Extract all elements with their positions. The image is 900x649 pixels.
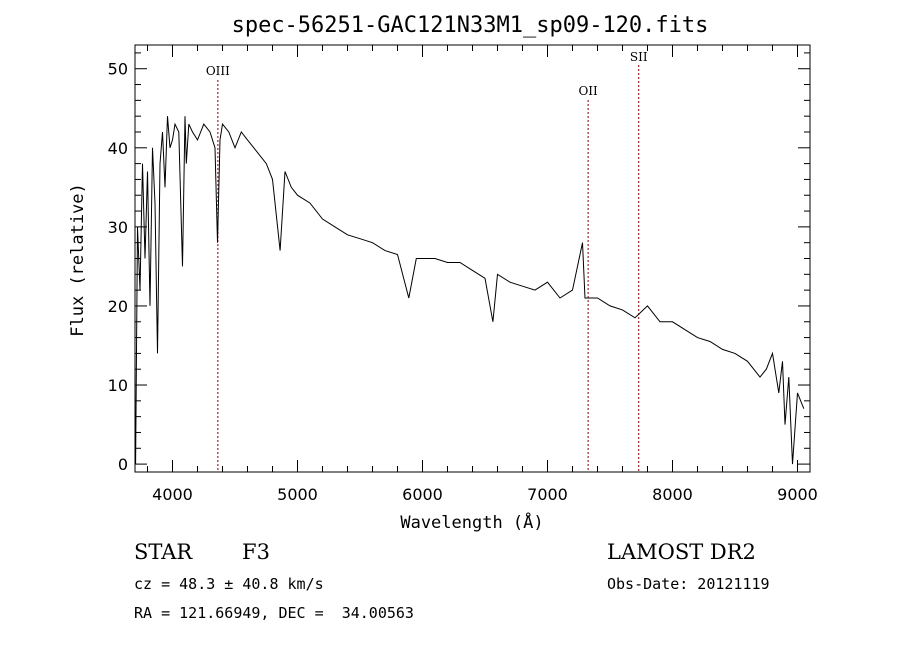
y-tick-label: 10 (108, 376, 128, 395)
y-tick-label: 30 (108, 218, 128, 237)
emission-line-markers: OIII OII SII (206, 50, 648, 472)
chart-title: spec-56251-GAC121N33M1_sp09-120.fits (232, 13, 709, 38)
y-tick-label: 40 (108, 139, 128, 158)
x-tick-label: 9000 (777, 485, 818, 504)
spectrum-line (135, 116, 805, 465)
y-axis-label: Flux (relative) (68, 183, 88, 337)
line-marker-label: OIII (206, 64, 230, 78)
plot-frame (134, 44, 811, 473)
x-tick-label: 5000 (277, 485, 318, 504)
y-tick-label: 50 (108, 60, 128, 79)
y-tick-label: 20 (108, 297, 128, 316)
x-tick-label: 7000 (527, 485, 568, 504)
survey-name: LAMOST DR2 (607, 540, 756, 564)
object-subclass: F3 (242, 540, 270, 564)
x-axis-label: Wavelength (Å) (400, 511, 543, 533)
object-class: STAR (134, 540, 193, 564)
sky-coordinates: RA = 121.66949, DEC = 34.00563 (134, 604, 414, 622)
axis-ticks: 4000 5000 6000 7000 8000 9000 0 10 20 30 40 50 (108, 45, 818, 504)
line-marker-label: OII (578, 84, 598, 98)
x-tick-label: 6000 (402, 485, 443, 504)
y-tick-label: 0 (118, 455, 128, 474)
x-tick-label: 4000 (152, 485, 193, 504)
line-marker-label: SII (630, 50, 648, 64)
observation-date: Obs-Date: 20121119 (607, 575, 770, 593)
redshift-velocity: cz = 48.3 ± 40.8 km/s (134, 575, 324, 593)
x-tick-label: 8000 (652, 485, 693, 504)
